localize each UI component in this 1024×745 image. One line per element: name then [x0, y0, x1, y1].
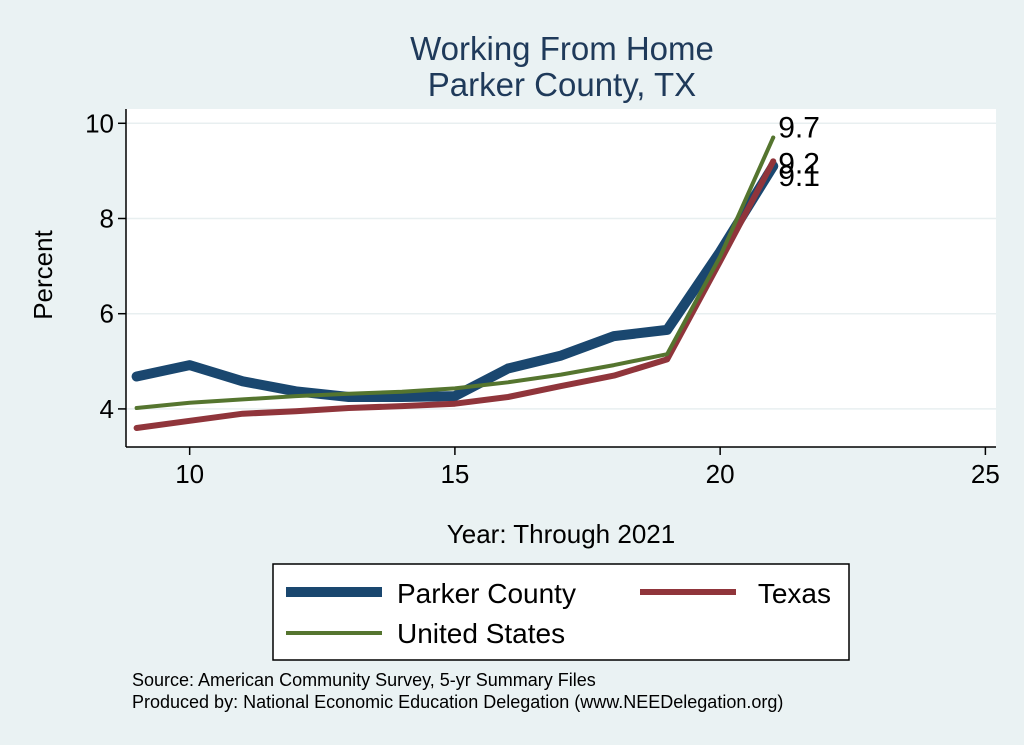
y-tick-label-0: 4 [100, 394, 114, 424]
end-labels: 9.79.29.1 [778, 112, 820, 194]
series-lines [131, 135, 779, 431]
series-end-point-1 [770, 158, 777, 165]
legend-label-united-states: United States [397, 618, 565, 649]
producer-note: Produced by: National Economic Education… [132, 692, 783, 712]
legend-label-texas: Texas [758, 578, 831, 609]
x-tick-label-0: 10 [175, 459, 204, 489]
x-tick-label-2: 20 [706, 459, 735, 489]
x-tick-label-1: 15 [440, 459, 469, 489]
x-tick-label-3: 25 [971, 459, 1000, 489]
x-axis-ticks: 10 15 20 25 [175, 447, 1000, 489]
y-axis-label: Percent [28, 229, 58, 319]
end-label-0: 9.7 [778, 112, 820, 145]
series-line-2 [134, 135, 776, 410]
legend: Parker County Texas United States [272, 563, 850, 661]
end-label-2: 9.1 [778, 160, 820, 193]
plot-area [126, 109, 996, 447]
x-axis-label: Year: Through 2021 [447, 519, 675, 549]
y-tick-label-1: 6 [100, 299, 114, 329]
y-tick-label-3: 10 [85, 108, 114, 138]
series-end-point-2 [771, 135, 776, 140]
legend-label-parker-county: Parker County [397, 578, 576, 609]
source-note: Source: American Community Survey, 5-yr … [132, 670, 596, 690]
chart-title-line-1: Working From Home [410, 30, 714, 67]
y-tick-label-2: 8 [100, 203, 114, 233]
gridlines [126, 122, 996, 410]
end-label-1: 9.2 [778, 147, 820, 180]
y-axis-ticks: 4 6 8 10 [85, 108, 126, 424]
series-line-1 [133, 158, 777, 431]
series-line-0 [131, 161, 779, 402]
legend-box [272, 563, 850, 661]
chart-title-line-2: Parker County, TX [428, 66, 696, 103]
